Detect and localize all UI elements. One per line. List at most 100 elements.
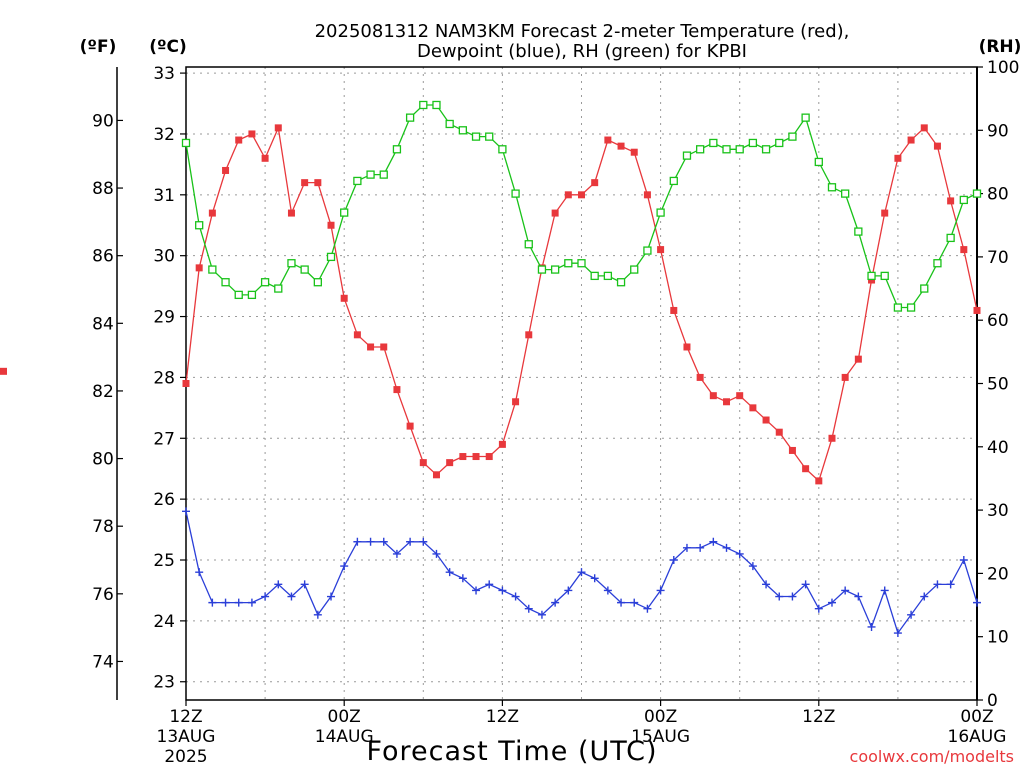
temperature-point: [208, 209, 216, 217]
dewpoint-point: [458, 574, 467, 583]
temperature-point: [0, 367, 7, 375]
temperature-point: [578, 191, 585, 199]
temperature-point: [314, 179, 322, 187]
rh-tick-label: 70: [987, 248, 1009, 268]
temperature-point: [512, 398, 520, 406]
rh-point: [906, 303, 916, 312]
c-tick-label: 29: [153, 308, 175, 328]
rh-point: [221, 278, 230, 287]
rh-point: [880, 271, 889, 281]
rh-point: [933, 259, 942, 268]
c-tick-label: 26: [153, 490, 175, 510]
temperature-point: [419, 459, 427, 467]
temperature-point: [287, 209, 295, 217]
dewpoint-point: [946, 580, 955, 589]
rh-tick-label: 20: [987, 564, 1009, 584]
rh-tick-label: 50: [987, 375, 1009, 395]
unit-f-label: (ºF): [80, 37, 117, 57]
temperature-point: [327, 221, 335, 229]
c-tick-label: 23: [153, 673, 175, 693]
temperature-point: [960, 246, 968, 254]
temperature-point: [301, 179, 309, 187]
rh-point: [326, 252, 336, 262]
temperature-point: [591, 179, 599, 187]
temperature-point: [393, 386, 401, 394]
temperature-point: [947, 197, 955, 205]
dewpoint-point: [537, 610, 546, 619]
dewpoint-point: [775, 592, 784, 601]
dewpoint-point: [959, 556, 968, 565]
dewpoint-point: [182, 507, 190, 516]
rh-point: [340, 208, 349, 217]
temperature-point: [446, 459, 454, 467]
dewpoint-point: [907, 610, 916, 619]
rh-point: [353, 176, 362, 186]
rh-point: [300, 265, 309, 274]
temperature-point: [235, 136, 243, 144]
temperature-point: [274, 124, 282, 132]
rh-point: [564, 259, 573, 268]
rh-point: [959, 195, 968, 205]
temperature-point: [723, 398, 731, 406]
x-tick-label: 00Z: [960, 707, 993, 727]
temperature-point: [459, 453, 467, 461]
temperature-point: [973, 306, 981, 314]
dewpoint-point: [669, 556, 678, 565]
dewpoint-point: [603, 586, 612, 595]
dewpoint-point: [722, 543, 731, 552]
dewpoint-point: [366, 537, 375, 546]
dewpoint-point: [472, 586, 481, 595]
rh-point: [432, 100, 441, 110]
temperature-point: [248, 130, 256, 138]
rh-point: [260, 278, 270, 287]
rh-point: [208, 265, 217, 274]
temperature-point: [736, 392, 744, 400]
dewpoint-point: [511, 592, 520, 601]
dewpoint-point: [234, 598, 243, 607]
c-tick-label: 24: [153, 612, 175, 632]
dewpoint-point: [564, 586, 573, 595]
temperature-point: [485, 453, 493, 461]
rh-point: [577, 259, 586, 268]
dewpoint-point: [406, 537, 415, 546]
rh-point: [775, 138, 784, 148]
temperature-point: [406, 422, 414, 430]
temperature-point: [367, 343, 375, 351]
rh-tick-label: 90: [987, 121, 1009, 141]
x-tick-date: 15AUG: [631, 727, 690, 747]
rh-point: [471, 132, 481, 141]
x-axis-title: Forecast Time (UTC): [366, 736, 657, 767]
rh-point: [458, 126, 468, 135]
temperature-point: [353, 331, 361, 339]
temperature-point: [775, 428, 783, 436]
dewpoint-point: [867, 622, 876, 631]
x-tick-date: 14AUG: [315, 727, 374, 747]
temperature-point: [432, 471, 440, 479]
rh-point: [682, 151, 692, 160]
temperature-point: [340, 294, 348, 302]
dewpoint-point: [973, 598, 981, 607]
dewpoint-point: [854, 592, 863, 601]
temperature-point: [657, 246, 665, 254]
rh-tick-label: 10: [987, 628, 1009, 648]
temperature-point: [907, 136, 915, 144]
temperature-point: [683, 343, 691, 351]
rh-point: [603, 271, 613, 281]
rh-point: [445, 119, 454, 129]
temperature-point: [472, 453, 480, 461]
rh-point: [524, 240, 533, 249]
f-tick-label: 84: [92, 314, 114, 334]
unit-c-label: (ºC): [149, 37, 187, 57]
c-tick-label: 33: [153, 64, 175, 84]
grid-lines: [186, 67, 977, 700]
dewpoint-point: [261, 592, 270, 601]
rh-tick-label: 100: [987, 58, 1019, 78]
dewpoint-point: [524, 604, 533, 613]
f-tick-label: 80: [92, 450, 114, 470]
dewpoint-point: [577, 568, 586, 577]
dewpoint-point: [920, 592, 929, 601]
dewpoint-point: [485, 580, 494, 589]
temperature-point: [920, 124, 928, 132]
temperature-point: [828, 434, 836, 442]
